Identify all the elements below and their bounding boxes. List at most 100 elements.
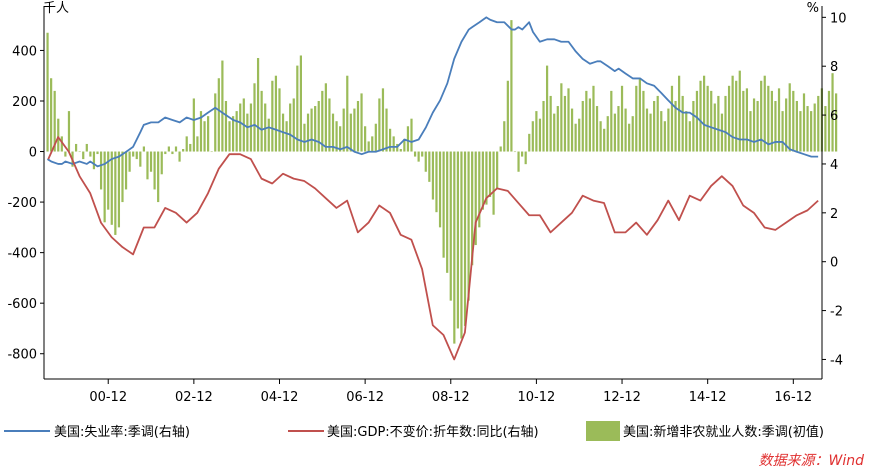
x-axis-tick-label: 16-12: [774, 390, 812, 405]
bar: [321, 90, 324, 152]
legend-swatch-payrolls: [586, 421, 620, 441]
bar: [124, 151, 128, 190]
bar: [713, 103, 716, 152]
bar: [435, 151, 438, 213]
bar: [199, 111, 203, 152]
bar: [717, 95, 720, 152]
bar: [349, 113, 352, 152]
left-axis-tick-label: 0: [29, 146, 37, 161]
x-axis-tick-label: 00-12: [89, 390, 127, 405]
x-axis-tick-label: 02-12: [175, 390, 213, 405]
bar: [560, 83, 563, 152]
bar: [449, 151, 452, 301]
bar: [335, 121, 338, 152]
right-axis-unit: %: [807, 1, 819, 16]
bar: [528, 133, 531, 152]
bar: [174, 146, 178, 152]
bar: [467, 151, 470, 301]
bar: [460, 151, 463, 339]
bar: [581, 100, 584, 152]
bar: [681, 95, 684, 152]
bar: [410, 118, 413, 152]
legend: 美国:失业率:季调(右轴) 美国:GDP:不变价:折年数:同比(右轴) 美国:新增非…: [4, 421, 824, 441]
legend-label-unemployment: 美国:失业率:季调(右轴): [54, 424, 190, 440]
bar: [524, 151, 527, 165]
bar: [603, 128, 606, 152]
bar: [424, 151, 427, 172]
bar: [117, 151, 121, 228]
bar: [538, 118, 542, 152]
bar: [752, 98, 756, 152]
bar: [735, 80, 738, 152]
bar: [114, 151, 117, 235]
x-axis-tick-label: 12-12: [603, 390, 641, 405]
bar: [78, 151, 81, 153]
bar: [727, 85, 731, 152]
bar: [563, 95, 567, 152]
bar: [521, 151, 524, 157]
bar: [738, 70, 741, 152]
bar: [303, 123, 306, 152]
line-series-group: [46, 16, 819, 361]
bar: [763, 75, 766, 152]
bar: [317, 100, 320, 152]
bar: [785, 98, 788, 152]
bar: [545, 65, 549, 152]
bar: [517, 151, 520, 172]
bar: [314, 106, 317, 152]
bar: [813, 103, 816, 152]
bar: [57, 118, 60, 152]
bar: [463, 151, 467, 326]
bar: [774, 100, 777, 152]
bar: [164, 151, 167, 155]
bar: [456, 151, 459, 329]
bar: [196, 136, 199, 152]
bar: [474, 151, 477, 246]
legend-label-payrolls: 美国:新增非农就业人数:季调(初值): [623, 424, 824, 440]
bar: [67, 111, 71, 152]
bar: [253, 83, 256, 152]
bar: [306, 113, 310, 152]
bar: [610, 90, 613, 152]
bar: [631, 116, 634, 152]
left-axis-tick-label: -800: [7, 348, 37, 363]
bar: [499, 146, 502, 152]
source-note: 数据来源：Wind: [759, 453, 865, 469]
left-axis-tick-label: -600: [7, 297, 37, 312]
bar: [428, 151, 431, 182]
bar: [271, 80, 274, 152]
bar: [628, 123, 631, 152]
bar: [710, 90, 713, 152]
right-axis-tick-label: 10: [830, 11, 847, 26]
bar: [492, 151, 495, 215]
x-axis-tick-label: 08-12: [432, 390, 470, 405]
bar: [645, 108, 649, 152]
bar: [642, 90, 645, 152]
bar: [613, 113, 616, 152]
bar: [53, 90, 56, 152]
bar: [749, 111, 752, 152]
bar: [264, 103, 267, 152]
bar: [278, 88, 281, 152]
bar: [588, 98, 592, 152]
bar: [157, 151, 160, 203]
bar: [788, 83, 791, 152]
left-axis-tick-label: 400: [12, 44, 37, 59]
bar: [617, 106, 620, 152]
bar: [192, 98, 195, 152]
legend-label-gdp: 美国:GDP:不变价:折年数:同比(右轴): [327, 424, 539, 440]
bar: [388, 128, 392, 152]
bar: [699, 80, 702, 152]
bar: [85, 143, 88, 152]
bar: [239, 103, 242, 152]
bar: [503, 121, 506, 152]
bar: [260, 90, 263, 152]
bar: [60, 136, 63, 152]
bar: [481, 151, 484, 210]
right-axis-tick-label: 6: [830, 109, 838, 124]
bar: [635, 85, 638, 152]
right-axis-tick-label: 4: [830, 158, 838, 173]
bar: [185, 136, 188, 152]
bar: [385, 108, 388, 152]
bar: [824, 106, 827, 152]
